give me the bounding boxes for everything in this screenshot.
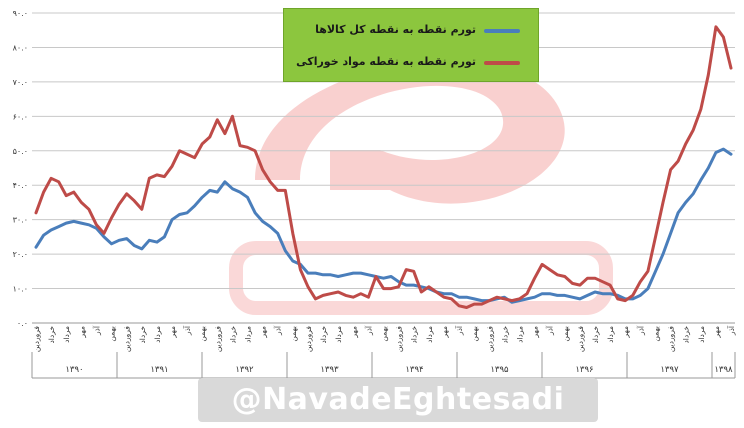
y-tick-label: ۹۰.۰ — [13, 9, 28, 18]
logo-shape — [255, 60, 565, 204]
x-tick-label: مهر — [531, 326, 540, 339]
chart-series — [34, 25, 733, 309]
x-tick-label: مهر — [259, 326, 268, 339]
x-tick-label: خرداد — [591, 326, 600, 344]
x-tick-label: خرداد — [500, 326, 509, 344]
legend-swatch-all-goods — [484, 29, 520, 33]
x-tick-label: مرداد — [697, 326, 706, 343]
watermark-handle: @NavadeEghtesadi — [198, 378, 598, 422]
y-tick-label: ۸۰.۰ — [13, 43, 28, 52]
series-line-food — [34, 25, 733, 309]
x-tick-label: مهر — [621, 326, 630, 339]
y-tick-label: ۳۰.۰ — [13, 216, 28, 225]
legend-label-all-goods: تورم نقطه به نقطه کل کالاها — [315, 23, 476, 36]
year-label: ۱۳۹۶ — [575, 365, 593, 375]
x-tick-label: آذر — [545, 325, 555, 336]
x-tick-label: خرداد — [228, 326, 237, 344]
x-tick-label: مرداد — [153, 326, 162, 343]
year-label: ۱۳۹۰ — [65, 365, 83, 375]
x-tick-label: فروردین — [667, 326, 676, 353]
y-tick-label: ۲۰.۰ — [13, 250, 28, 259]
x-tick-label: مهر — [168, 326, 177, 339]
x-tick-label: بهمن — [561, 326, 570, 342]
x-tick-label: مرداد — [334, 326, 343, 343]
x-tick-label: مهر — [440, 326, 449, 339]
x-tick-label: خرداد — [682, 326, 691, 344]
y-tick-label: ۴۰.۰ — [13, 181, 28, 190]
x-tick-label: مهر — [712, 326, 721, 339]
x-tick-label: فروردین — [485, 326, 494, 353]
x-tick-label: آذر — [182, 325, 192, 336]
year-label: ۱۳۹۳ — [320, 365, 339, 375]
year-label: ۱۳۹۷ — [660, 365, 679, 375]
legend-swatch-food — [484, 61, 520, 65]
logo-script-shape — [229, 241, 613, 315]
y-tick-label: ۶۰.۰ — [13, 112, 28, 121]
x-tick-label: بهمن — [651, 326, 660, 342]
x-tick-label: خرداد — [138, 326, 147, 344]
x-tick-label: آذر — [454, 325, 464, 336]
x-tick-label: فروردین — [123, 326, 132, 353]
x-axis: فروردین خرداد مرداد مهر آذر بهمن فروردین خرداد م… — [31, 322, 736, 379]
x-tick-label: فروردین — [213, 326, 222, 353]
y-axis-tick-labels: ۰.۰ ۱۰.۰ ۲۰.۰ ۳۰.۰ ۴۰.۰ ۵۰.۰ ۶۰.۰ ۷۰.۰ ۸۰.۰ ۹۰.۰ — [13, 9, 28, 328]
x-tick-label: فروردین — [576, 326, 585, 353]
x-tick-label: فروردین — [32, 326, 41, 353]
x-tick-label: آذر — [91, 325, 101, 336]
x-tick-label: فروردین — [395, 326, 404, 353]
y-tick-label: ۱۰.۰ — [13, 285, 28, 294]
y-tick-label: ۰.۰ — [17, 319, 28, 328]
x-tick-label: خرداد — [410, 326, 419, 344]
x-tick-label: خرداد — [319, 326, 328, 344]
x-tick-label: مرداد — [606, 326, 615, 343]
year-label: ۱۳۹۱ — [150, 365, 168, 375]
x-tick-label: آذر — [363, 325, 373, 336]
x-tick-label: بهمن — [108, 326, 117, 342]
x-tick-label: مرداد — [515, 326, 524, 343]
legend-entry-all-goods: تورم نقطه به نقطه کل کالاها — [284, 23, 538, 43]
x-tick-label: فروردین — [304, 326, 313, 353]
x-tick-label: مرداد — [425, 326, 434, 343]
x-tick-label: بهمن — [380, 326, 389, 342]
x-tick-label: بهمن — [289, 326, 298, 342]
x-tick-label: خرداد — [47, 326, 56, 344]
x-tick-label: آذر — [726, 325, 736, 336]
x-tick-label: بهمن — [470, 326, 479, 342]
year-label: ۱۳۹۴ — [405, 365, 423, 375]
watermark-logo — [229, 60, 613, 315]
year-label: ۱۳۹۸ — [714, 365, 733, 375]
year-label: ۱۳۹۵ — [490, 365, 509, 375]
legend-entry-food: تورم نقطه به نقطه مواد خوراکی — [284, 55, 538, 75]
x-tick-label: مهر — [77, 326, 86, 339]
y-tick-label: ۷۰.۰ — [13, 78, 28, 87]
x-tick-label: آذر — [273, 325, 283, 336]
chart-legend: تورم نقطه به نقطه کل کالاها تورم نقطه به… — [283, 8, 539, 82]
x-tick-label: مرداد — [62, 326, 71, 343]
legend-label-food: تورم نقطه به نقطه مواد خوراکی — [296, 55, 476, 68]
x-tick-label: آذر — [635, 325, 645, 336]
x-tick-label: مهر — [349, 326, 358, 339]
x-tick-label: بهمن — [198, 326, 207, 342]
year-label: ۱۳۹۲ — [235, 365, 254, 375]
y-tick-label: ۵۰.۰ — [13, 147, 28, 156]
x-tick-label: مرداد — [244, 326, 253, 343]
